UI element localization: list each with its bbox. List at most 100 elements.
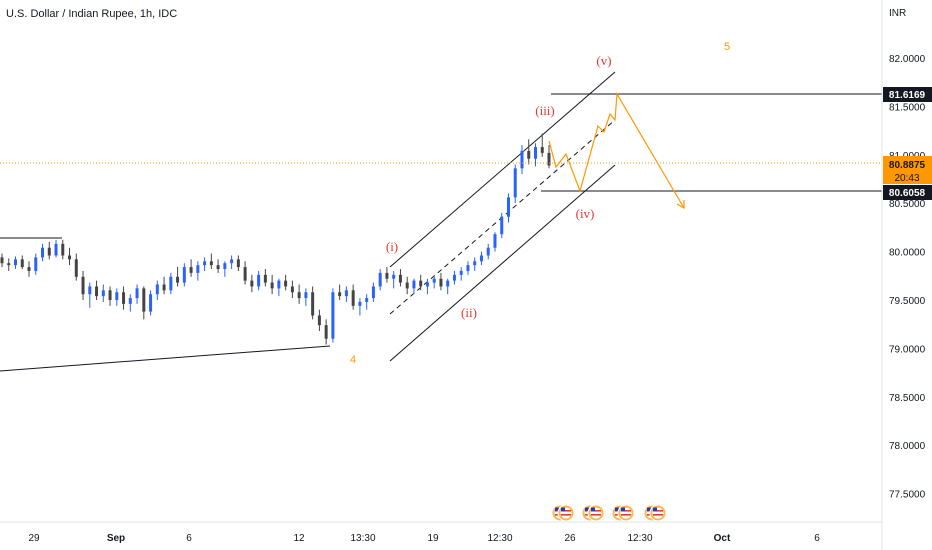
candle-body[interactable] <box>189 267 193 273</box>
candle-body[interactable] <box>243 267 247 281</box>
candle-body[interactable] <box>34 257 38 271</box>
us-flag-event-icon[interactable] <box>587 504 605 522</box>
candle-body[interactable] <box>432 278 436 283</box>
candle-body[interactable] <box>101 290 105 297</box>
candle-body[interactable] <box>257 274 261 287</box>
candle-body[interactable] <box>81 276 85 295</box>
candle-body[interactable] <box>41 247 45 258</box>
candle-body[interactable] <box>506 197 510 217</box>
channel-lower-line[interactable] <box>389 164 616 362</box>
candle-body[interactable] <box>479 255 483 262</box>
stop-level-value: 80.6058 <box>889 188 926 199</box>
candle-body[interactable] <box>513 168 517 198</box>
candle-body[interactable] <box>324 325 328 339</box>
candle-body[interactable] <box>182 267 186 283</box>
candle-body[interactable] <box>122 292 126 304</box>
us-flag-event-icon[interactable] <box>557 504 575 522</box>
candle-body[interactable] <box>378 272 382 287</box>
wave-projection-path[interactable] <box>548 92 685 209</box>
candle-body[interactable] <box>452 274 456 281</box>
plot-area[interactable] <box>0 0 882 522</box>
candle-body[interactable] <box>135 288 139 299</box>
last-price-tag[interactable] <box>883 156 932 184</box>
candle-body[interactable] <box>115 292 119 300</box>
candle-body[interactable] <box>405 282 409 289</box>
candle-body[interactable] <box>520 150 524 169</box>
candle-body[interactable] <box>88 286 92 295</box>
candle-body[interactable] <box>527 150 531 159</box>
us-flag-event-icon[interactable] <box>617 504 635 522</box>
candle-body[interactable] <box>284 280 288 287</box>
candle-body[interactable] <box>14 259 18 266</box>
candle-body[interactable] <box>155 284 159 295</box>
candle-body[interactable] <box>209 261 213 266</box>
candle-body[interactable] <box>20 259 24 268</box>
candle-body[interactable] <box>128 298 132 304</box>
candle-body[interactable] <box>365 298 369 302</box>
candle-body[interactable] <box>162 284 166 291</box>
candle-body[interactable] <box>338 292 342 297</box>
us-flag-event-icon[interactable] <box>649 504 667 522</box>
candle-body[interactable] <box>54 243 58 256</box>
candle-body[interactable] <box>216 265 220 270</box>
price-axis[interactable]: INR 82.000081.500081.000080.500080.00007… <box>881 0 932 550</box>
candle-body[interactable] <box>250 280 254 287</box>
candle-body[interactable] <box>176 276 180 283</box>
candle-body[interactable] <box>304 292 308 299</box>
candle-body[interactable] <box>277 280 281 289</box>
candle-body[interactable] <box>142 288 146 312</box>
candle-body[interactable] <box>27 267 31 271</box>
candle-body[interactable] <box>263 274 267 283</box>
candle-body[interactable] <box>311 292 315 316</box>
candle-body[interactable] <box>68 255 72 260</box>
stop-level-tag[interactable] <box>883 185 932 200</box>
target-level-tag[interactable] <box>883 87 932 102</box>
candle-body[interactable] <box>425 282 429 287</box>
candle-body[interactable] <box>7 263 11 266</box>
candle-body[interactable] <box>392 274 396 279</box>
candle-body[interactable] <box>317 315 321 326</box>
candle-body[interactable] <box>459 270 463 275</box>
candle-body[interactable] <box>493 234 497 248</box>
channel-upper-line[interactable] <box>389 71 616 268</box>
candle-body[interactable] <box>344 290 348 297</box>
candle-body[interactable] <box>297 292 301 299</box>
candle-body[interactable] <box>500 216 504 235</box>
candle-body[interactable] <box>371 286 375 299</box>
candle-body[interactable] <box>486 247 490 256</box>
candle-body[interactable] <box>290 286 294 293</box>
candle-body[interactable] <box>223 263 227 270</box>
candle-body[interactable] <box>196 265 200 273</box>
event-icons[interactable] <box>551 504 667 522</box>
candle-body[interactable] <box>533 147 537 159</box>
candle-body[interactable] <box>419 280 423 287</box>
candle-body[interactable] <box>351 290 355 306</box>
candle-body[interactable] <box>47 247 51 256</box>
candle-body[interactable] <box>0 257 4 264</box>
candle-body[interactable] <box>540 147 544 153</box>
candle-body[interactable] <box>547 152 551 166</box>
candle-body[interactable] <box>203 261 207 266</box>
candle-body[interactable] <box>439 278 443 287</box>
candle-body[interactable] <box>74 259 78 277</box>
candle-body[interactable] <box>358 301 362 306</box>
candle-body[interactable] <box>95 286 99 297</box>
time-axis[interactable]: 29 Sep 6 12 13:30 19 12:30 26 12:30 Oct 6 <box>0 521 882 544</box>
candle-body[interactable] <box>385 272 389 279</box>
candle-body[interactable] <box>270 282 274 289</box>
candle-body[interactable] <box>149 294 153 312</box>
candle-body[interactable] <box>169 276 173 291</box>
candle-body[interactable] <box>473 261 477 266</box>
candle-body[interactable] <box>236 259 240 268</box>
candle-body[interactable] <box>108 290 112 300</box>
support-trendline[interactable] <box>0 345 331 372</box>
candle-body[interactable] <box>230 259 234 264</box>
candle-body[interactable] <box>412 280 416 289</box>
candle-body[interactable] <box>446 280 450 287</box>
candle-body[interactable] <box>398 274 402 283</box>
candle-body[interactable] <box>331 292 335 339</box>
candle-body[interactable] <box>466 265 470 271</box>
x-tick-label: 6 <box>186 533 192 544</box>
candle-body[interactable] <box>61 243 65 256</box>
